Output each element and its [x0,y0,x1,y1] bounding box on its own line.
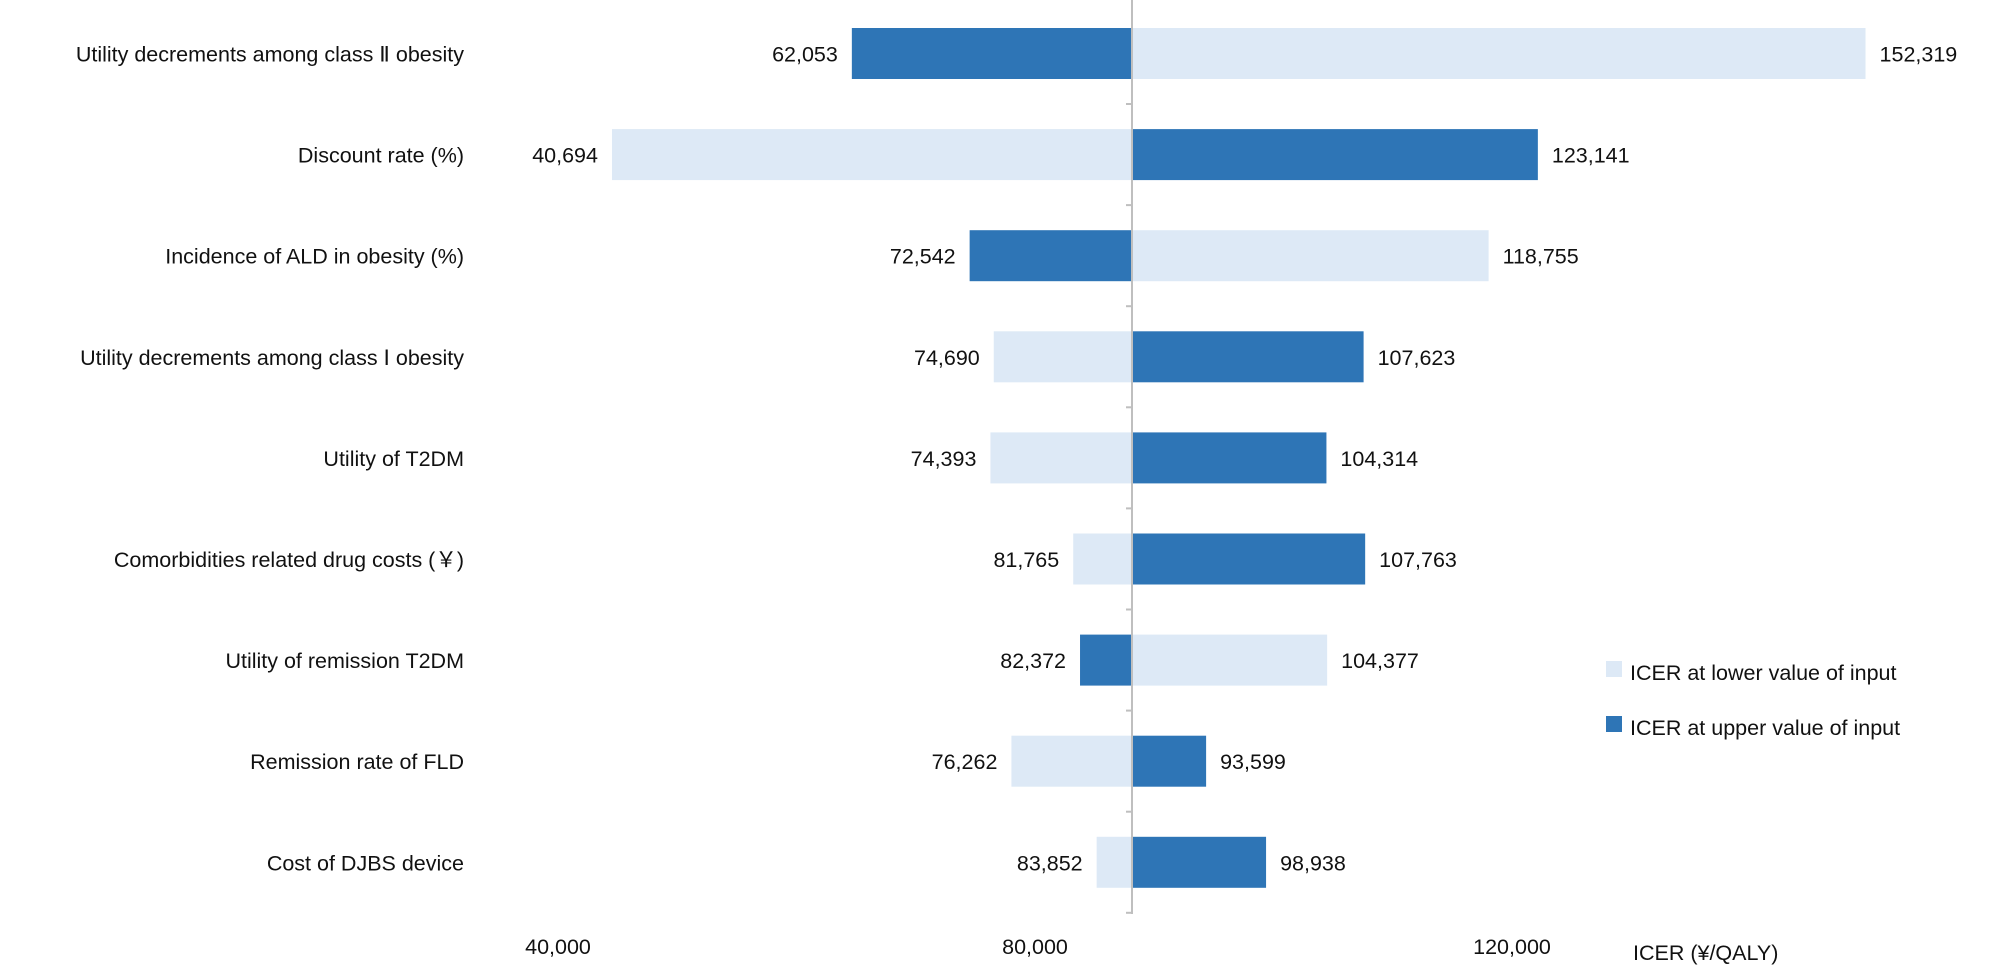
value-label-upper: 123,141 [1552,144,1630,168]
legend-label-lower: ICER at lower value of input [1630,661,1897,685]
bar-lower-value [1096,836,1132,888]
x-tick-labels: 40,000 80,000 120,000 [525,935,1551,959]
x-tick-label: 40,000 [525,935,591,959]
bar-lower-value [1132,230,1489,282]
value-label-upper: 107,623 [1378,346,1456,370]
x-tick-label: 120,000 [1473,935,1551,959]
bar-lower-value [993,331,1132,383]
value-label-lower: 83,852 [1017,851,1083,875]
value-label-lower: 81,765 [993,548,1059,572]
category-label: Utility of T2DM [323,447,464,471]
bar-lower-value [1132,28,1866,79]
legend-swatch-lower [1606,661,1622,677]
value-label-lower: 152,319 [1880,43,1958,67]
category-labels: Utility decrements among class Ⅱ obesity… [76,43,464,876]
legend-label-upper: ICER at upper value of input [1630,716,1900,740]
value-label-lower: 74,393 [911,447,977,471]
bar-upper-value [1080,634,1132,686]
value-label-upper: 72,542 [890,245,956,269]
axis-ticks [1126,103,1132,914]
legend-swatch-upper [1606,716,1622,732]
category-label: Discount rate (%) [298,144,464,168]
value-label-lower: 40,694 [532,144,598,168]
bar-lower-value [1132,634,1328,686]
bar-upper-value [1132,432,1327,484]
value-label-upper: 82,372 [1000,649,1066,673]
value-label-upper: 98,938 [1280,851,1346,875]
value-label-lower: 104,377 [1341,649,1419,673]
x-axis-title: ICER (¥/QALY) [1633,941,1778,965]
bar-upper-value [1132,331,1364,383]
bar-upper-value [1132,129,1538,181]
category-label: Utility decrements among class Ⅱ obesity [76,43,464,67]
category-label: Incidence of ALD in obesity (%) [165,245,464,269]
bar-upper-value [1132,735,1207,787]
category-label: Comorbidities related drug costs (￥) [114,548,464,572]
bar-upper-value [1132,533,1366,585]
value-label-lower: 74,690 [914,346,980,370]
bars-layer [611,28,1866,888]
value-label-upper: 93,599 [1220,750,1286,774]
value-labels: 152,319 62,053 40,694 123,141 118,755 72,542 7… [532,43,1957,876]
bar-lower-value [611,129,1132,181]
bar-lower-value [1011,735,1132,787]
value-label-lower: 76,262 [932,750,998,774]
value-label-upper: 104,314 [1340,447,1418,471]
x-tick-label: 80,000 [1002,935,1068,959]
category-label: Utility decrements among class Ⅰ obesity [80,346,464,370]
category-label: Utility of remission T2DM [225,649,464,673]
bar-lower-value [990,432,1132,484]
value-label-lower: 118,755 [1503,245,1579,269]
bar-upper-value [1132,836,1267,888]
bar-lower-value [1073,533,1132,585]
category-label: Remission rate of FLD [250,750,464,774]
category-label: Cost of DJBS device [267,851,464,875]
bar-upper-value [851,28,1132,79]
bar-upper-value [969,230,1132,282]
legend: ICER at lower value of input ICER at upp… [1606,661,1900,740]
value-label-upper: 62,053 [772,43,838,67]
value-label-upper: 107,763 [1379,548,1457,572]
